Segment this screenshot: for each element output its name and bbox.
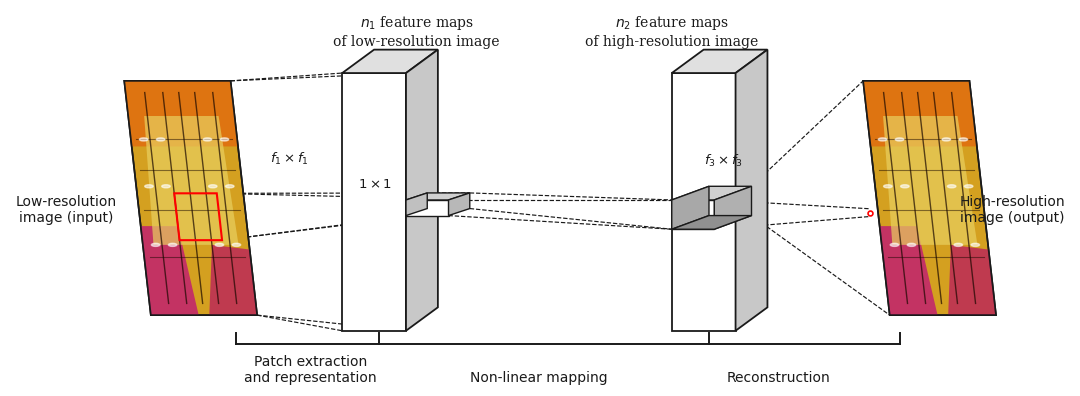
- Polygon shape: [879, 226, 937, 315]
- Circle shape: [878, 138, 887, 141]
- Polygon shape: [948, 245, 996, 315]
- Circle shape: [890, 243, 899, 246]
- Circle shape: [947, 185, 956, 188]
- Polygon shape: [714, 186, 752, 229]
- Circle shape: [168, 243, 177, 246]
- Circle shape: [139, 138, 148, 141]
- Text: Reconstruction: Reconstruction: [726, 371, 829, 385]
- Polygon shape: [406, 50, 437, 331]
- Polygon shape: [342, 73, 406, 331]
- Circle shape: [203, 138, 212, 141]
- Text: $1\times 1$: $1\times 1$: [359, 178, 392, 191]
- Polygon shape: [672, 186, 752, 200]
- Text: $n_1$ feature maps
of low-resolution image: $n_1$ feature maps of low-resolution ima…: [334, 15, 500, 49]
- Polygon shape: [140, 226, 199, 315]
- Polygon shape: [863, 81, 977, 147]
- Text: High-resolution
image (output): High-resolution image (output): [959, 194, 1065, 225]
- Circle shape: [971, 243, 980, 246]
- Circle shape: [907, 243, 916, 246]
- Polygon shape: [342, 50, 437, 73]
- Polygon shape: [672, 73, 735, 331]
- Circle shape: [151, 243, 160, 246]
- Polygon shape: [406, 193, 470, 200]
- Circle shape: [942, 138, 950, 141]
- Polygon shape: [672, 186, 708, 229]
- Circle shape: [895, 138, 904, 141]
- Text: $f_3 \times f_3$: $f_3 \times f_3$: [704, 153, 743, 169]
- Circle shape: [959, 138, 968, 141]
- Polygon shape: [406, 200, 448, 215]
- Polygon shape: [672, 215, 752, 229]
- Circle shape: [157, 138, 165, 141]
- Polygon shape: [124, 81, 257, 315]
- Polygon shape: [672, 200, 714, 229]
- Polygon shape: [672, 50, 768, 73]
- Polygon shape: [124, 81, 238, 147]
- Polygon shape: [448, 193, 470, 215]
- Circle shape: [145, 185, 153, 188]
- Circle shape: [162, 185, 171, 188]
- Circle shape: [901, 185, 909, 188]
- Text: Patch extraction
and representation: Patch extraction and representation: [244, 355, 377, 385]
- Text: Low-resolution
image (input): Low-resolution image (input): [15, 194, 117, 225]
- Polygon shape: [145, 116, 239, 245]
- Circle shape: [220, 138, 229, 141]
- Polygon shape: [406, 193, 428, 215]
- Polygon shape: [735, 50, 768, 331]
- Circle shape: [232, 243, 241, 246]
- Polygon shape: [210, 245, 257, 315]
- Circle shape: [954, 243, 962, 246]
- Text: Non-linear mapping: Non-linear mapping: [470, 371, 608, 385]
- Circle shape: [883, 185, 892, 188]
- Circle shape: [208, 185, 217, 188]
- Polygon shape: [863, 81, 996, 315]
- Circle shape: [226, 185, 234, 188]
- Polygon shape: [883, 116, 977, 245]
- Circle shape: [215, 243, 224, 246]
- Text: $n_2$ feature maps
of high-resolution image: $n_2$ feature maps of high-resolution im…: [585, 15, 758, 49]
- Text: $f_1 \times f_1$: $f_1 \times f_1$: [270, 151, 309, 167]
- Circle shape: [964, 185, 973, 188]
